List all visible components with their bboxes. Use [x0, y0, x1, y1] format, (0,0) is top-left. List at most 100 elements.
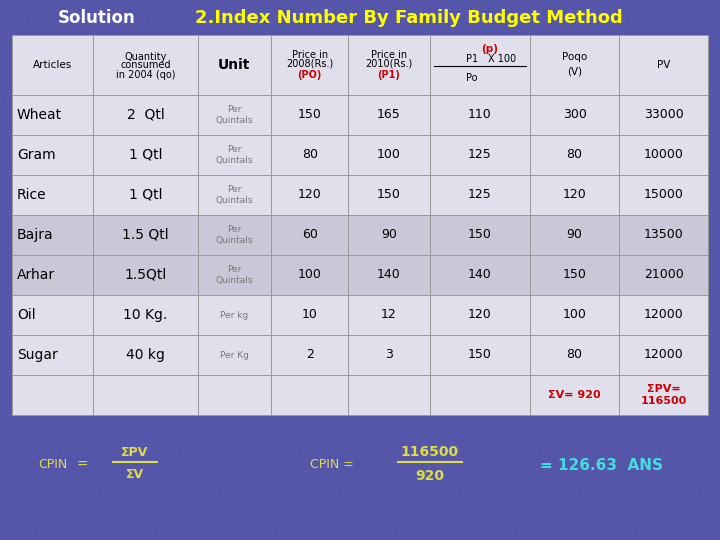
Bar — [93, 335, 197, 375]
Bar — [430, 175, 530, 215]
Text: 120: 120 — [563, 188, 587, 201]
Bar — [619, 255, 708, 295]
Bar — [619, 135, 708, 175]
Bar — [348, 375, 430, 415]
Text: =: = — [76, 458, 88, 472]
Bar — [93, 375, 197, 415]
Text: 110: 110 — [468, 109, 492, 122]
Bar — [271, 175, 348, 215]
Bar — [197, 295, 271, 335]
Bar — [530, 375, 619, 415]
Text: 150: 150 — [377, 188, 401, 201]
Text: 1.5Qtl: 1.5Qtl — [125, 268, 166, 282]
Bar — [348, 135, 430, 175]
Bar — [619, 175, 708, 215]
Bar — [197, 375, 271, 415]
Text: in 2004 (qo): in 2004 (qo) — [116, 70, 175, 80]
Text: P1: P1 — [466, 54, 478, 64]
Text: Per
Quintals: Per Quintals — [215, 265, 253, 285]
Bar — [271, 295, 348, 335]
Text: 12000: 12000 — [644, 348, 683, 361]
Text: 90: 90 — [381, 228, 397, 241]
Bar — [348, 175, 430, 215]
Text: PV: PV — [657, 60, 670, 70]
Text: 80: 80 — [567, 348, 582, 361]
Text: Per
Quintals: Per Quintals — [215, 225, 253, 245]
Text: Per
Quintals: Per Quintals — [215, 145, 253, 165]
Bar — [271, 35, 348, 95]
Text: 12: 12 — [381, 308, 397, 321]
Text: Po: Po — [466, 73, 477, 83]
Text: ΣV: ΣV — [126, 469, 144, 482]
Text: (PO): (PO) — [297, 70, 322, 80]
Text: 2010(Rs.): 2010(Rs.) — [365, 59, 413, 69]
Text: Unit: Unit — [218, 58, 251, 72]
Text: 150: 150 — [298, 109, 322, 122]
Text: ΣPV: ΣPV — [122, 446, 148, 458]
Bar — [197, 215, 271, 255]
Bar — [93, 95, 197, 135]
Bar — [430, 255, 530, 295]
Text: 2.Index Number By Family Budget Method: 2.Index Number By Family Budget Method — [195, 9, 623, 27]
Bar — [430, 135, 530, 175]
Bar — [197, 95, 271, 135]
Bar — [530, 255, 619, 295]
Text: Bajra: Bajra — [17, 228, 53, 242]
Bar — [619, 295, 708, 335]
Text: 80: 80 — [302, 148, 318, 161]
Text: 100: 100 — [298, 268, 322, 281]
Bar — [12, 215, 93, 255]
Bar — [12, 295, 93, 335]
Bar — [348, 215, 430, 255]
Bar — [619, 215, 708, 255]
Text: 12000: 12000 — [644, 308, 683, 321]
Bar — [348, 95, 430, 135]
Bar — [530, 135, 619, 175]
Text: 920: 920 — [415, 469, 444, 483]
Bar — [348, 255, 430, 295]
Bar — [271, 95, 348, 135]
Bar — [93, 255, 197, 295]
Text: Gram: Gram — [17, 148, 55, 162]
Text: 21000: 21000 — [644, 268, 683, 281]
Bar — [93, 175, 197, 215]
Bar — [271, 335, 348, 375]
Bar — [197, 35, 271, 95]
Text: 60: 60 — [302, 228, 318, 241]
Text: 33000: 33000 — [644, 109, 683, 122]
Text: 10 Kg.: 10 Kg. — [123, 308, 168, 322]
Bar — [430, 35, 530, 95]
Bar — [530, 35, 619, 95]
Text: Per kg: Per kg — [220, 310, 248, 320]
Text: 10: 10 — [302, 308, 318, 321]
Text: 116500: 116500 — [401, 445, 459, 459]
Bar — [12, 335, 93, 375]
Text: 150: 150 — [468, 228, 492, 241]
Text: 125: 125 — [468, 188, 492, 201]
Bar — [430, 335, 530, 375]
Bar — [619, 95, 708, 135]
Text: 1 Qtl: 1 Qtl — [129, 148, 162, 162]
Text: Solution: Solution — [58, 9, 136, 27]
Bar — [530, 295, 619, 335]
Text: ΣPV=
116500: ΣPV= 116500 — [640, 384, 687, 406]
Text: Arhar: Arhar — [17, 268, 55, 282]
Text: 2008(Rs.): 2008(Rs.) — [286, 59, 333, 69]
Bar — [197, 335, 271, 375]
Bar — [93, 35, 197, 95]
Text: Rice: Rice — [17, 188, 47, 202]
Bar — [271, 375, 348, 415]
Text: = 126.63  ANS: = 126.63 ANS — [540, 457, 663, 472]
Text: 2  Qtl: 2 Qtl — [127, 108, 164, 122]
Text: Per
Quintals: Per Quintals — [215, 185, 253, 205]
Text: Sugar: Sugar — [17, 348, 58, 362]
Bar — [530, 335, 619, 375]
Text: 1 Qtl: 1 Qtl — [129, 188, 162, 202]
Text: Wheat: Wheat — [17, 108, 62, 122]
Bar — [197, 255, 271, 295]
Bar — [530, 95, 619, 135]
Text: Poqo: Poqo — [562, 52, 588, 62]
Bar — [430, 95, 530, 135]
Bar — [12, 375, 93, 415]
Bar — [619, 335, 708, 375]
